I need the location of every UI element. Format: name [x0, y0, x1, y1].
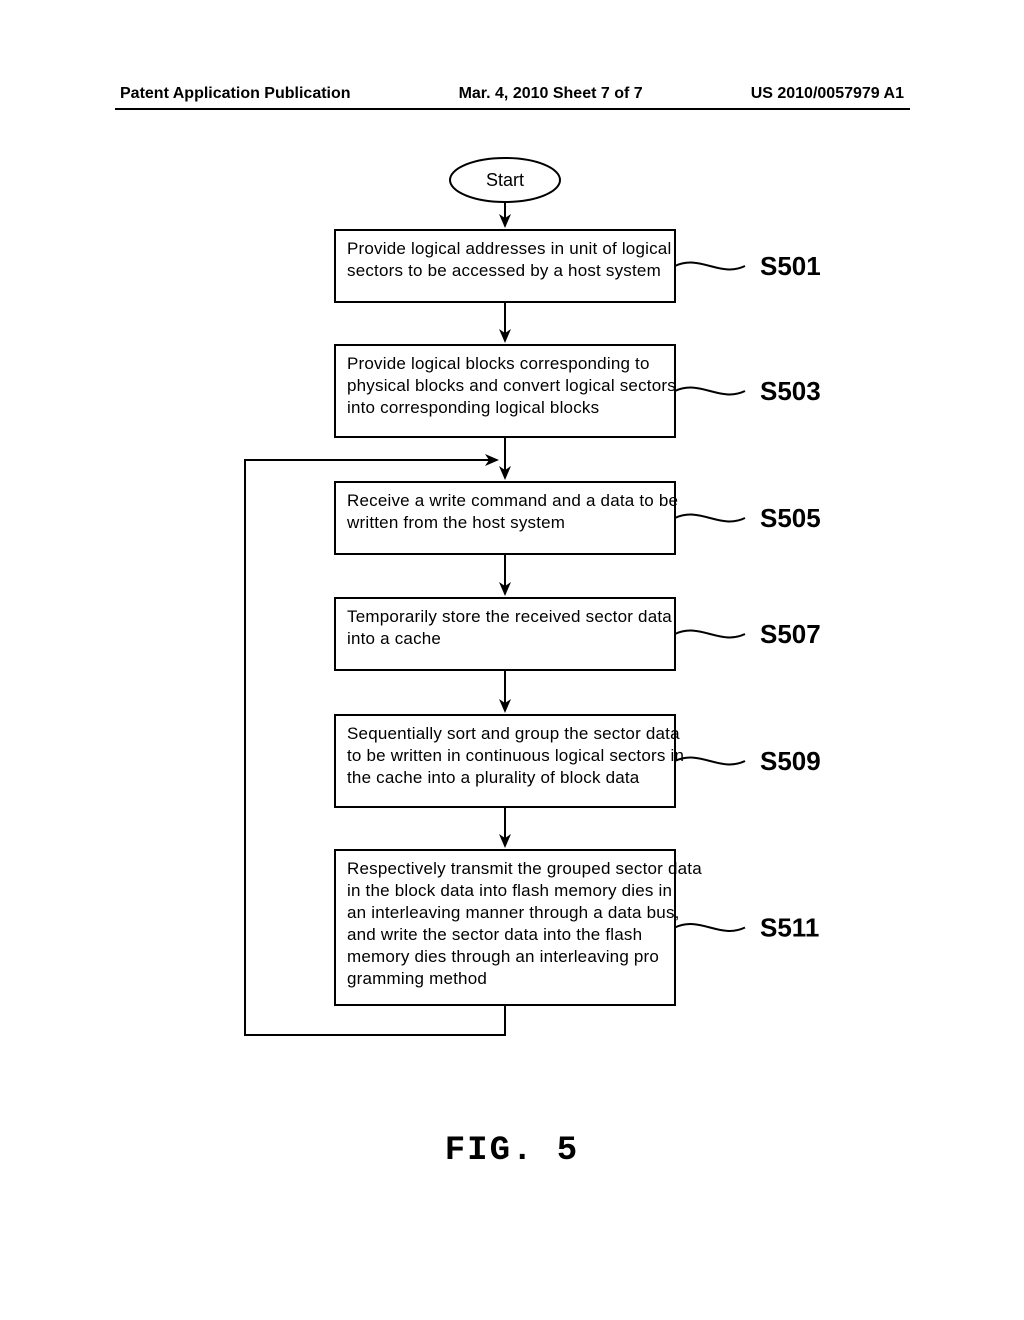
leader-line	[675, 263, 745, 270]
leader-line	[675, 515, 745, 522]
leader-line	[675, 758, 745, 765]
step-ref-S503: S503	[760, 376, 821, 406]
step-ref-S507: S507	[760, 619, 821, 649]
step-ref-S511: S511	[760, 913, 819, 943]
step-ref-S505: S505	[760, 503, 821, 533]
figure-caption: FIG. 5	[0, 1132, 1024, 1170]
leader-line	[675, 388, 745, 395]
step-text-S509: Sequentially sort and group the sector d…	[347, 724, 684, 787]
header-right: US 2010/0057979 A1	[751, 85, 904, 103]
flowchart: StartProvide logical addresses in unit o…	[0, 150, 1024, 1170]
header-left: Patent Application Publication	[120, 85, 351, 103]
header-center: Mar. 4, 2010 Sheet 7 of 7	[459, 85, 643, 103]
leader-line	[675, 631, 745, 638]
start-label: Start	[486, 170, 524, 190]
step-ref-S509: S509	[760, 746, 821, 776]
page-header: Patent Application Publication Mar. 4, 2…	[0, 85, 1024, 103]
step-ref-S501: S501	[760, 251, 821, 281]
header-rule	[115, 108, 910, 110]
leader-line	[675, 924, 745, 931]
figure-caption-text: FIG. 5	[445, 1132, 579, 1170]
